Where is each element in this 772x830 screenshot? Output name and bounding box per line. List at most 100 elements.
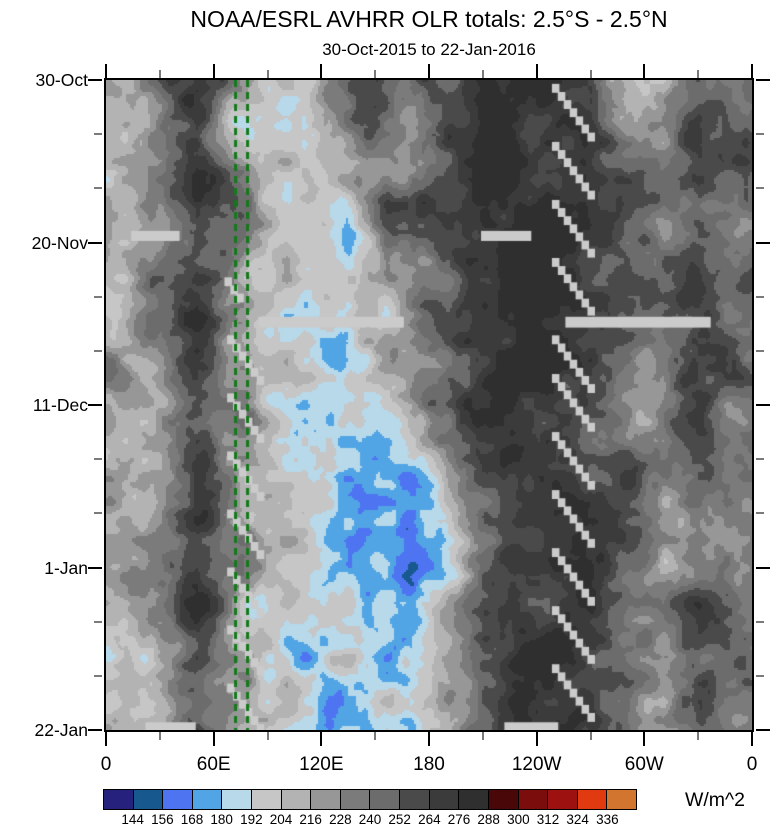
minor-tick (756, 674, 764, 677)
minor-tick (756, 133, 764, 136)
major-tick (643, 64, 646, 78)
colorbar-tick-label: 168 (180, 812, 204, 827)
y-tick-label: 1-Jan (44, 557, 88, 578)
colorbar-cell (132, 790, 163, 809)
minor-tick (94, 295, 102, 298)
minor-tick (589, 70, 592, 78)
colorbar-cell (399, 790, 429, 809)
colorbar-cell (606, 790, 636, 809)
colorbar-tick-label: 180 (210, 812, 233, 827)
major-tick (212, 64, 215, 78)
minor-tick (94, 620, 102, 623)
x-tick-label: 120W (511, 754, 562, 775)
minor-tick (158, 732, 161, 740)
y-tick-label: 20-Nov (31, 232, 88, 253)
plot-frame (104, 78, 754, 732)
y-tick-label: 11-Dec (32, 395, 88, 415)
major-tick (88, 729, 102, 731)
colorbar-tick-label: 156 (151, 812, 174, 827)
major-tick (643, 732, 646, 746)
x-tick-label: 60W (624, 754, 664, 775)
colorbar-tick-label: 252 (388, 812, 411, 827)
colorbar-cell (428, 790, 459, 809)
colorbar-tick-label: 288 (477, 812, 500, 827)
minor-tick (374, 70, 377, 78)
colorbar-tick-label: 336 (596, 812, 619, 827)
minor-tick (94, 458, 102, 461)
minor-tick (756, 458, 764, 461)
minor-tick (158, 70, 161, 78)
colorbar-tick-label: 300 (507, 812, 530, 827)
minor-tick (697, 70, 700, 78)
colorbar-tick-label: 324 (566, 812, 589, 827)
minor-tick (94, 349, 102, 352)
colorbar-cell (310, 790, 340, 809)
colorbar-tick-label: 216 (299, 812, 322, 827)
minor-tick (94, 512, 102, 515)
major-tick (428, 64, 430, 78)
chart-subtitle: 30-Oct-2015 to 22-Jan-2016 (322, 40, 536, 59)
minor-tick (756, 512, 764, 515)
colorbar-cell (458, 790, 488, 809)
minor-tick (756, 187, 764, 190)
chart-title: NOAA/ESRL AVHRR OLR totals: 2.5°S - 2.5°… (190, 6, 668, 32)
colorbar-cell (547, 790, 577, 809)
colorbar-tick-label: 264 (418, 812, 441, 827)
x-tick-label: 120E (299, 754, 344, 775)
major-tick (756, 566, 770, 569)
colorbar-cell (191, 790, 222, 809)
colorbar-cell (339, 790, 370, 809)
minor-tick (94, 187, 102, 190)
colorbar-units-label: W/m^2 (684, 789, 746, 811)
major-tick (88, 404, 102, 406)
minor-tick (481, 70, 484, 78)
minor-tick (589, 732, 592, 740)
major-tick (105, 732, 107, 746)
colorbar (103, 789, 637, 810)
major-tick (88, 79, 102, 81)
colorbar-tick-label: 204 (269, 812, 293, 827)
major-tick (751, 732, 753, 746)
minor-tick (481, 732, 484, 740)
colorbar-tick-label: 276 (447, 812, 471, 827)
colorbar-cell (576, 790, 607, 809)
major-tick (320, 64, 323, 78)
minor-tick (266, 732, 269, 740)
minor-tick (697, 732, 700, 740)
olr-heatmap-canvas (106, 80, 752, 730)
colorbar-cell (251, 790, 281, 809)
minor-tick (756, 349, 764, 352)
major-tick (428, 732, 430, 746)
minor-tick (756, 295, 764, 298)
major-tick (105, 64, 107, 78)
major-tick (535, 732, 538, 746)
major-tick (535, 64, 538, 78)
minor-tick (756, 620, 764, 623)
colorbar-cell (517, 790, 548, 809)
colorbar-cell (280, 790, 311, 809)
minor-tick (94, 133, 102, 136)
colorbar-tick-label: 144 (121, 812, 144, 827)
x-tick-label: 0 (746, 754, 758, 775)
major-tick (88, 241, 102, 244)
colorbar-tick-label: 192 (240, 812, 263, 827)
x-tick-label: 0 (100, 754, 112, 775)
y-tick-label: 22-Jan (34, 720, 88, 740)
major-tick (320, 732, 323, 746)
colorbar-tick-label: 312 (536, 812, 560, 827)
y-tick-label: 30-Oct (35, 70, 88, 90)
colorbar-tick-label: 240 (358, 812, 382, 827)
colorbar-cell (104, 790, 133, 809)
colorbar-cell (221, 790, 252, 809)
colorbar-tick-label: 228 (329, 812, 352, 827)
colorbar-cell (162, 790, 192, 809)
minor-tick (266, 70, 269, 78)
major-tick (751, 64, 753, 78)
colorbar-cell (369, 790, 400, 809)
major-tick (756, 729, 770, 731)
major-tick (212, 732, 215, 746)
x-tick-label: 60E (196, 754, 231, 775)
major-tick (756, 79, 770, 81)
major-tick (88, 566, 102, 569)
